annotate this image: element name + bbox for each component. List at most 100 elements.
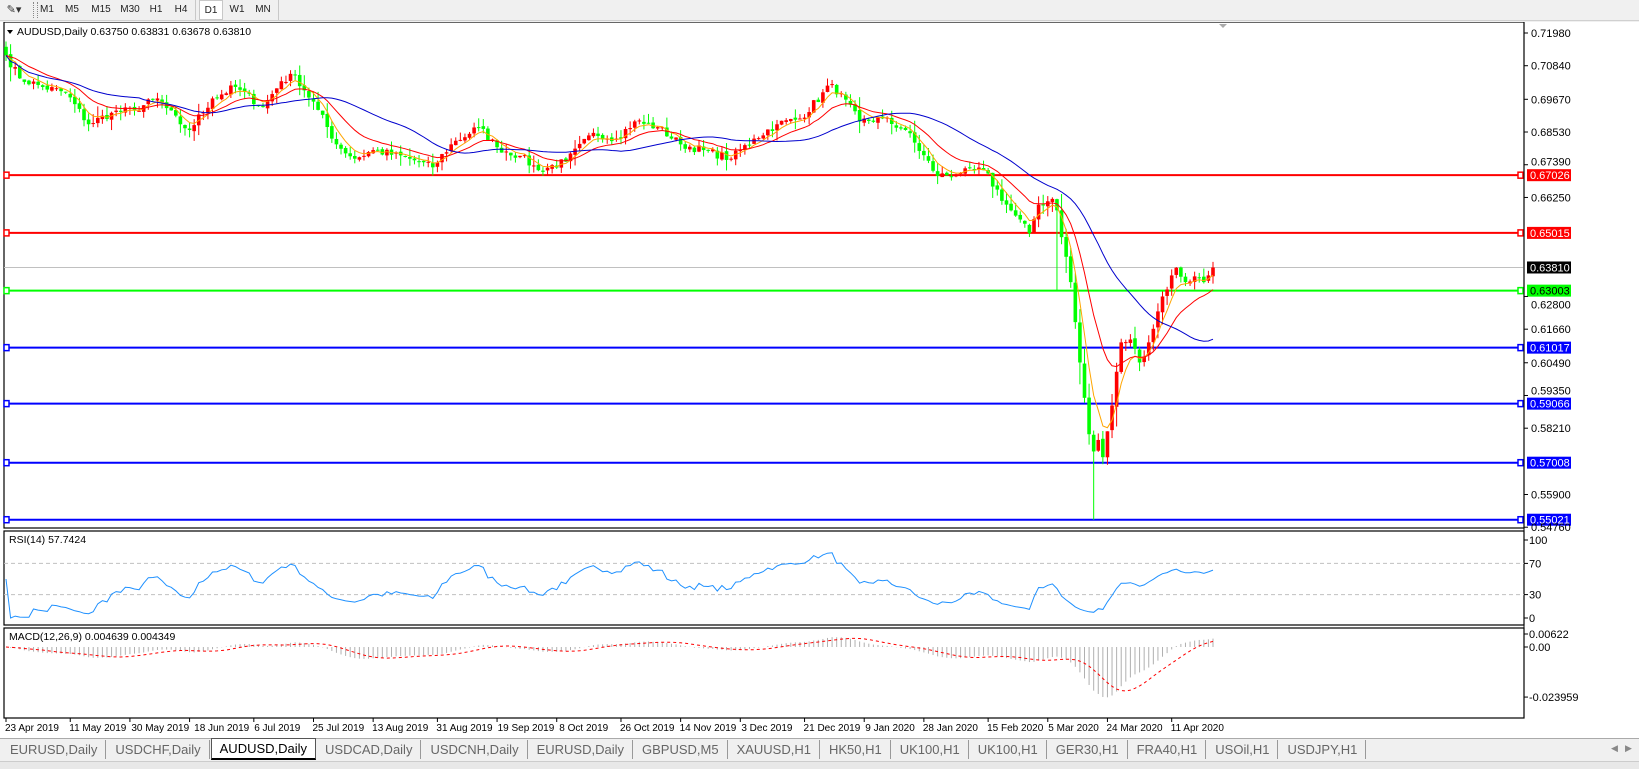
candle: [545, 163, 550, 176]
candle-body: [518, 155, 522, 158]
candle: [1105, 431, 1110, 465]
level-handle-right[interactable]: [1517, 399, 1524, 408]
candle: [1165, 286, 1169, 305]
timeframe-m1[interactable]: M1: [40, 4, 54, 15]
chart-tab[interactable]: FRA40,H1: [1129, 740, 1207, 759]
candle-body: [1091, 434, 1096, 452]
candle: [169, 106, 174, 111]
chart-tab[interactable]: USDJPY,H1: [1279, 740, 1367, 759]
candle-body: [1096, 439, 1101, 451]
candle-body: [215, 97, 219, 99]
timeframe-toolbar: ✎▾ M1 M5 M15 M30 H1 H4 D1 W1 MN: [0, 0, 1639, 21]
chart-tab[interactable]: UK100,H1: [970, 740, 1047, 759]
candle-body: [1078, 322, 1082, 363]
chart-tab[interactable]: AUDUSD,Daily: [210, 738, 317, 760]
candle-body: [536, 164, 541, 171]
candle-body: [1050, 198, 1055, 202]
chart-tab[interactable]: GBPUSD,M5: [634, 740, 728, 759]
rsi-tick-label: 100: [1529, 535, 1547, 547]
candle: [302, 75, 307, 98]
toolbar-separator: [195, 0, 196, 20]
chart-tab[interactable]: EURUSD,Daily: [529, 740, 633, 759]
level-handle-left[interactable]: [3, 399, 10, 408]
candle-body: [660, 127, 665, 129]
rsi-label: RSI(14) 57.7424: [9, 534, 86, 546]
candle-body: [573, 148, 577, 155]
candle: [912, 120, 917, 153]
price-tick-label: 0.59350: [1531, 385, 1571, 397]
level-handle-right[interactable]: [1517, 458, 1524, 467]
chart-tab[interactable]: UK100,H1: [892, 740, 969, 759]
date-tick-label: 9 Jan 2020: [865, 723, 915, 734]
level-handle-left[interactable]: [3, 171, 10, 179]
candle: [375, 146, 380, 151]
timeframe-h4[interactable]: H4: [174, 4, 188, 15]
chart-tab[interactable]: XAUUSD,H1: [729, 740, 820, 759]
timeframe-m30[interactable]: M30: [120, 4, 140, 15]
chart-shift-marker-icon[interactable]: [1219, 24, 1227, 28]
collapse-triangle-icon[interactable]: [7, 30, 13, 34]
level-handle-left[interactable]: [3, 286, 10, 295]
tab-scroll-right-icon[interactable]: ▶: [1625, 743, 1632, 753]
candle: [945, 171, 949, 176]
candle-body: [339, 144, 343, 149]
candle-body: [637, 120, 642, 122]
candle: [591, 128, 596, 138]
candle: [385, 148, 389, 161]
level-handle-right[interactable]: [1517, 515, 1524, 524]
chart-tab[interactable]: EURUSD,Daily: [2, 740, 107, 759]
candle-body: [623, 129, 628, 139]
candle-body: [522, 155, 527, 157]
candle-body: [531, 165, 536, 167]
candle: [352, 150, 357, 164]
timeframe-mn[interactable]: MN: [255, 4, 271, 15]
candle: [192, 119, 196, 141]
candle-body: [688, 146, 692, 150]
macd-label: MACD(12,26,9) 0.004639 0.004349: [9, 631, 176, 643]
candle: [206, 101, 210, 120]
chart-window[interactable]: 0.67026 0.65015 0.63003 0.61017 0.59066 0.570…: [0, 22, 1639, 738]
level-handle-left[interactable]: [3, 229, 10, 237]
tab-scroll-left-icon[interactable]: ◀: [1611, 743, 1618, 753]
candle-body: [118, 110, 123, 112]
level-handle-right[interactable]: [1517, 343, 1524, 352]
level-handle-right[interactable]: [1517, 171, 1524, 179]
level-handle-right[interactable]: [1517, 229, 1524, 237]
candle-body: [481, 126, 486, 129]
macd-tick-label: 0.00622: [1529, 629, 1569, 641]
candle-body: [995, 185, 1000, 190]
level-handle-left[interactable]: [3, 343, 10, 352]
chart-tab[interactable]: USDCNH,Daily: [422, 740, 528, 759]
chart-tab[interactable]: GER30,H1: [1048, 740, 1128, 759]
chart-tab[interactable]: USOil,H1: [1207, 740, 1279, 759]
candle: [380, 147, 385, 156]
chart-tab[interactable]: USDCAD,Daily: [317, 740, 422, 759]
chart-tab[interactable]: USDCHF,Daily: [107, 740, 210, 759]
candle-body: [513, 155, 518, 158]
candle: [22, 79, 27, 85]
timeframe-m5[interactable]: M5: [65, 4, 79, 15]
candle: [330, 120, 334, 143]
candle: [619, 130, 623, 145]
level-handle-left[interactable]: [3, 458, 10, 467]
chart-tab[interactable]: HK50,H1: [821, 740, 891, 759]
drawing-tools-icon[interactable]: ✎▾: [6, 4, 22, 16]
candle-body: [270, 94, 274, 102]
candle-body: [899, 127, 903, 129]
level-handle-right[interactable]: [1517, 286, 1524, 295]
candle-body: [210, 98, 215, 110]
candle-body: [949, 176, 954, 178]
candle-body: [619, 137, 623, 139]
candle-body: [715, 150, 720, 159]
candle: [587, 132, 591, 141]
candle-body: [320, 110, 325, 115]
timeframe-d1[interactable]: D1: [199, 0, 223, 20]
toolbar-grip[interactable]: [33, 2, 38, 18]
level-handle-left[interactable]: [3, 515, 10, 524]
candle: [219, 89, 224, 101]
timeframe-h1[interactable]: H1: [149, 4, 163, 15]
candle-body: [1197, 277, 1202, 279]
timeframe-w1[interactable]: W1: [229, 4, 245, 15]
timeframe-m15[interactable]: M15: [91, 4, 111, 15]
candle: [343, 146, 348, 158]
